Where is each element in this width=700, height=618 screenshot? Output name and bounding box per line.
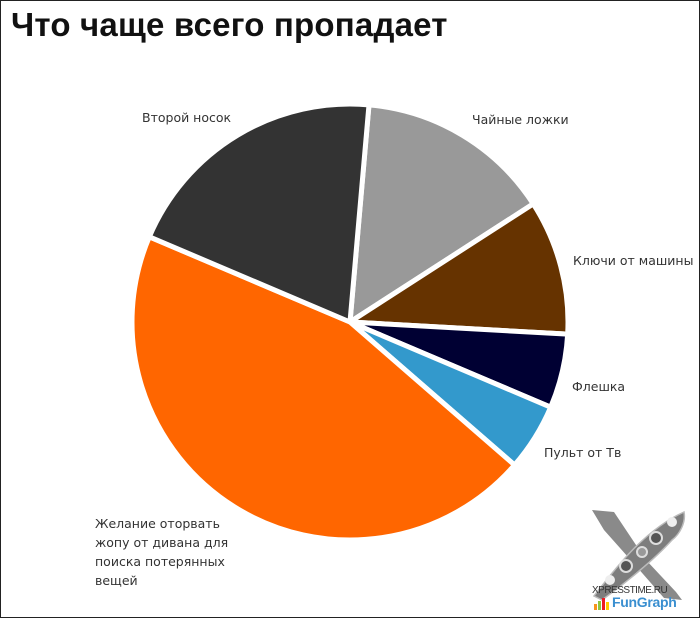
label-desire: Желание оторвать жопу от дивана для поис… <box>95 514 228 590</box>
fungraph-bars-icon <box>594 598 609 610</box>
label-flash: Флешка <box>572 379 626 394</box>
pie-slice <box>146 101 372 325</box>
pie-slice <box>347 102 536 325</box>
label-desire-line: поиска потерянных <box>95 554 225 569</box>
label-desire-line: жопу от дивана для <box>95 535 229 550</box>
label-desire-line: Желание оторвать <box>95 516 220 531</box>
watermark-brand: FunGraph <box>612 594 677 610</box>
label-sock: Второй носок <box>142 110 232 125</box>
x-logo-icon <box>592 510 686 601</box>
label-remote: Пульт от Тв <box>544 445 622 460</box>
label-teaspoons: Чайные ложки <box>472 112 569 127</box>
chart-title: Что чаще всего пропадает <box>11 6 448 43</box>
pie-slice <box>129 234 518 543</box>
label-keys: Ключи от машины <box>573 253 694 268</box>
pie-slice <box>347 201 571 337</box>
watermark-site: XPRESSTIME.RU <box>592 585 668 596</box>
label-desire-line: вещей <box>95 573 138 588</box>
